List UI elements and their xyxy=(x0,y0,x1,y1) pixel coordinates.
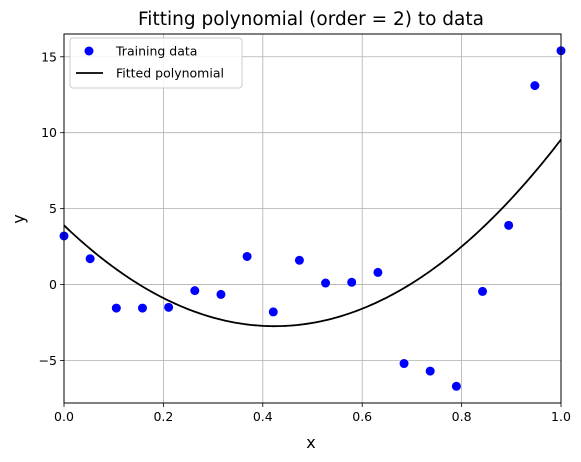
training-data-point xyxy=(268,307,278,317)
legend-box xyxy=(69,37,243,89)
x-tick-label: 0.2 xyxy=(153,409,173,424)
training-data-point xyxy=(478,286,488,296)
x-tick-label: 0.6 xyxy=(352,409,372,424)
x-tick-label: 0.0 xyxy=(54,409,74,424)
training-data-point xyxy=(137,303,147,313)
legend-marker-training-data xyxy=(84,46,94,56)
training-data-point xyxy=(425,366,435,376)
training-data-point xyxy=(85,254,95,264)
training-data-point xyxy=(321,278,331,288)
training-data-point xyxy=(399,359,409,369)
y-tick-label: 15 xyxy=(41,49,57,64)
training-data-point xyxy=(451,381,461,391)
x-tick-label: 1.0 xyxy=(551,409,571,424)
y-tick-label: 10 xyxy=(41,125,57,140)
training-data-point xyxy=(347,277,357,287)
x-tick-label: 0.4 xyxy=(253,409,273,424)
y-axis-label: y xyxy=(9,214,28,223)
training-data-point xyxy=(164,302,174,312)
x-axis-label: x xyxy=(306,433,315,452)
training-data-point xyxy=(530,81,540,91)
x-tick-label: 0.8 xyxy=(452,409,472,424)
ticks: 0.0 0.2 0.4 0.6 0.8 1.0 −5 0 5 10 15 xyxy=(39,49,571,424)
y-tick-label: −5 xyxy=(39,353,57,368)
chart-title: Fitting polynomial (order = 2) to data xyxy=(138,9,484,30)
legend-label-fitted-polynomial: Fitted polynomial xyxy=(116,66,224,81)
fitted-polynomial-line xyxy=(63,138,562,328)
grid xyxy=(63,34,562,403)
training-data-point xyxy=(504,220,514,230)
training-data-point xyxy=(111,303,121,313)
training-data-point xyxy=(373,267,383,277)
y-tick-label: 0 xyxy=(49,277,57,292)
training-data-point xyxy=(242,251,252,261)
legend-label-training-data: Training data xyxy=(115,44,197,59)
training-data-point xyxy=(216,289,226,299)
axes-frame xyxy=(63,33,562,404)
training-data-point xyxy=(190,286,200,296)
legend: Training data Fitted polynomial xyxy=(69,37,243,89)
y-tick-label: 5 xyxy=(49,201,57,216)
training-data-point xyxy=(294,255,304,265)
